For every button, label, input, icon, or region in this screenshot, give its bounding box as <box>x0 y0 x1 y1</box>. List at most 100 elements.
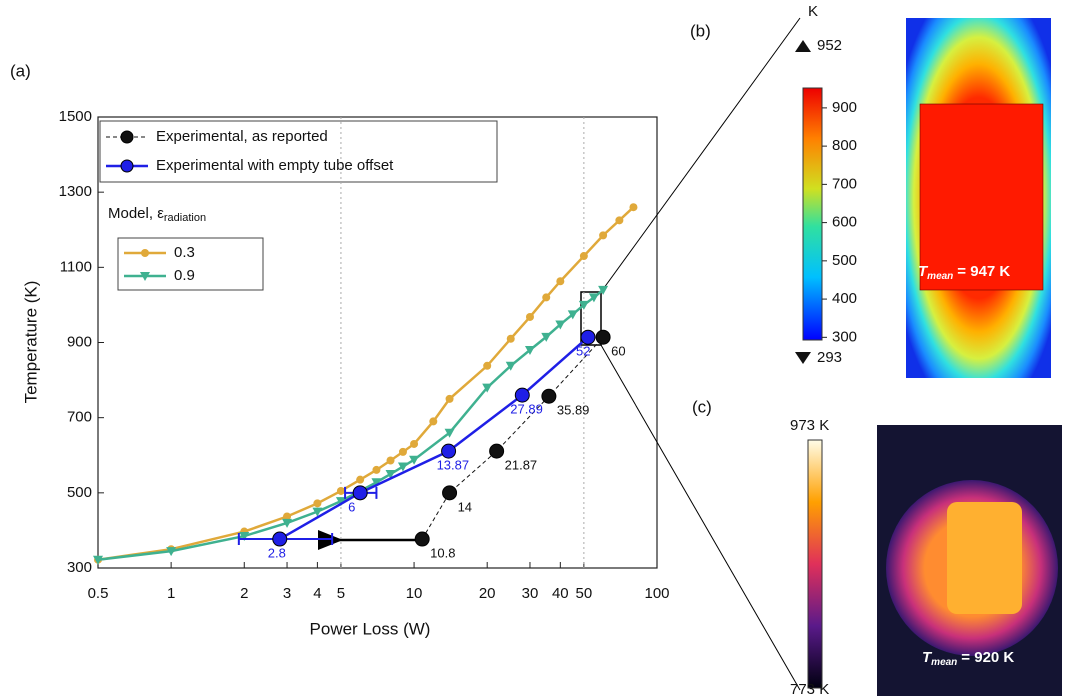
x-tick-label: 3 <box>283 585 291 602</box>
data-label: 14 <box>458 499 472 514</box>
marker <box>567 310 578 320</box>
series-line <box>421 336 604 540</box>
marker <box>524 346 535 356</box>
marker <box>352 485 368 501</box>
colorbar-max: 952 <box>817 37 842 54</box>
x-tick-label: 5 <box>337 585 345 602</box>
marker <box>542 293 551 302</box>
marker <box>414 531 430 547</box>
legend-label: Experimental, as reported <box>156 128 328 145</box>
x-tick-label: 40 <box>552 585 569 602</box>
marker <box>598 285 609 295</box>
marker <box>578 300 589 310</box>
colorbar-tick-label: 800 <box>832 137 857 154</box>
data-label: 21.87 <box>505 458 538 473</box>
min-marker <box>795 352 811 364</box>
data-label: 27.89 <box>510 402 543 417</box>
y-tick-label: 700 <box>67 409 92 426</box>
marker <box>410 439 419 448</box>
marker <box>397 462 408 472</box>
marker <box>93 555 103 565</box>
x-tick-label: 0.5 <box>88 585 109 602</box>
marker <box>629 203 638 212</box>
marker <box>595 329 611 345</box>
marker <box>555 320 566 330</box>
marker <box>429 417 438 426</box>
x-tick-label: 20 <box>479 585 496 602</box>
legend-label: 0.9 <box>174 267 195 284</box>
thermal-core <box>947 502 1022 614</box>
annotation: Tmean = 947 K <box>918 263 1010 282</box>
marker <box>356 475 365 484</box>
marker <box>385 470 396 480</box>
marker <box>272 531 288 547</box>
legend-marker <box>120 130 134 144</box>
marker <box>599 231 608 240</box>
marker <box>556 277 565 286</box>
y-tick-label: 1500 <box>59 108 92 125</box>
marker <box>615 216 624 225</box>
marker <box>482 383 493 393</box>
marker <box>579 252 588 261</box>
legend-box <box>117 237 264 291</box>
data-label: 52 <box>576 344 590 359</box>
marker <box>313 499 322 508</box>
max-marker <box>795 40 811 52</box>
y-tick-label: 1300 <box>59 183 92 200</box>
marker <box>371 478 382 488</box>
marker <box>445 394 454 403</box>
colorbar-tick-label: 300 <box>832 328 857 345</box>
colorbar-bottom: 773 K <box>790 681 829 697</box>
marker <box>525 312 534 321</box>
marker <box>441 443 457 459</box>
data-label: 13.87 <box>437 458 470 473</box>
marker <box>483 361 492 370</box>
y-tick-label: 1100 <box>60 258 92 275</box>
marker <box>312 507 323 517</box>
x-tick-label: 10 <box>406 585 423 602</box>
data-label: 2.8 <box>268 545 286 560</box>
colorbar-tick-label: 900 <box>832 99 857 116</box>
panel-label: (a) <box>10 61 31 80</box>
plot-frame <box>97 116 658 569</box>
x-tick-label: 2 <box>240 585 248 602</box>
y-tick-label: 500 <box>67 484 92 501</box>
marker <box>166 547 177 557</box>
marker <box>386 456 395 465</box>
marker <box>409 455 420 465</box>
y-tick-label: 900 <box>67 333 92 350</box>
zoom-line <box>600 17 801 293</box>
series-line <box>97 206 635 561</box>
legend-marker <box>120 159 134 173</box>
data-label: 6 <box>348 499 355 514</box>
data-label: 10.8 <box>430 545 455 560</box>
marker <box>580 329 596 345</box>
marker <box>282 518 293 528</box>
marker <box>588 293 599 303</box>
x-tick-label: 4 <box>313 585 321 602</box>
colorbar-tick-label: 400 <box>832 290 857 307</box>
legend-marker <box>140 272 150 281</box>
marker <box>506 334 515 343</box>
marker <box>335 497 346 507</box>
zoom-box <box>580 291 602 346</box>
marker <box>398 447 407 456</box>
x-tick-label: 1 <box>167 585 175 602</box>
legend-label: Experimental with empty tube offset <box>156 157 394 174</box>
legend-title: Model, εradiation <box>108 205 206 224</box>
marker <box>541 388 557 404</box>
marker <box>489 443 505 459</box>
x-tick-label: 30 <box>522 585 539 602</box>
colorbar-top: 973 K <box>790 417 829 434</box>
legend-label: 0.3 <box>174 244 195 261</box>
colorbar-tick-label: 600 <box>832 214 857 231</box>
y-tick-label: 300 <box>67 559 92 576</box>
marker <box>283 512 292 521</box>
x-tick-label: 100 <box>644 585 669 602</box>
zoom-line <box>600 344 801 691</box>
panel-label: (b) <box>690 21 711 40</box>
marker <box>541 332 552 342</box>
annotation: Tmean = 920 K <box>922 649 1014 668</box>
marker <box>336 486 345 495</box>
